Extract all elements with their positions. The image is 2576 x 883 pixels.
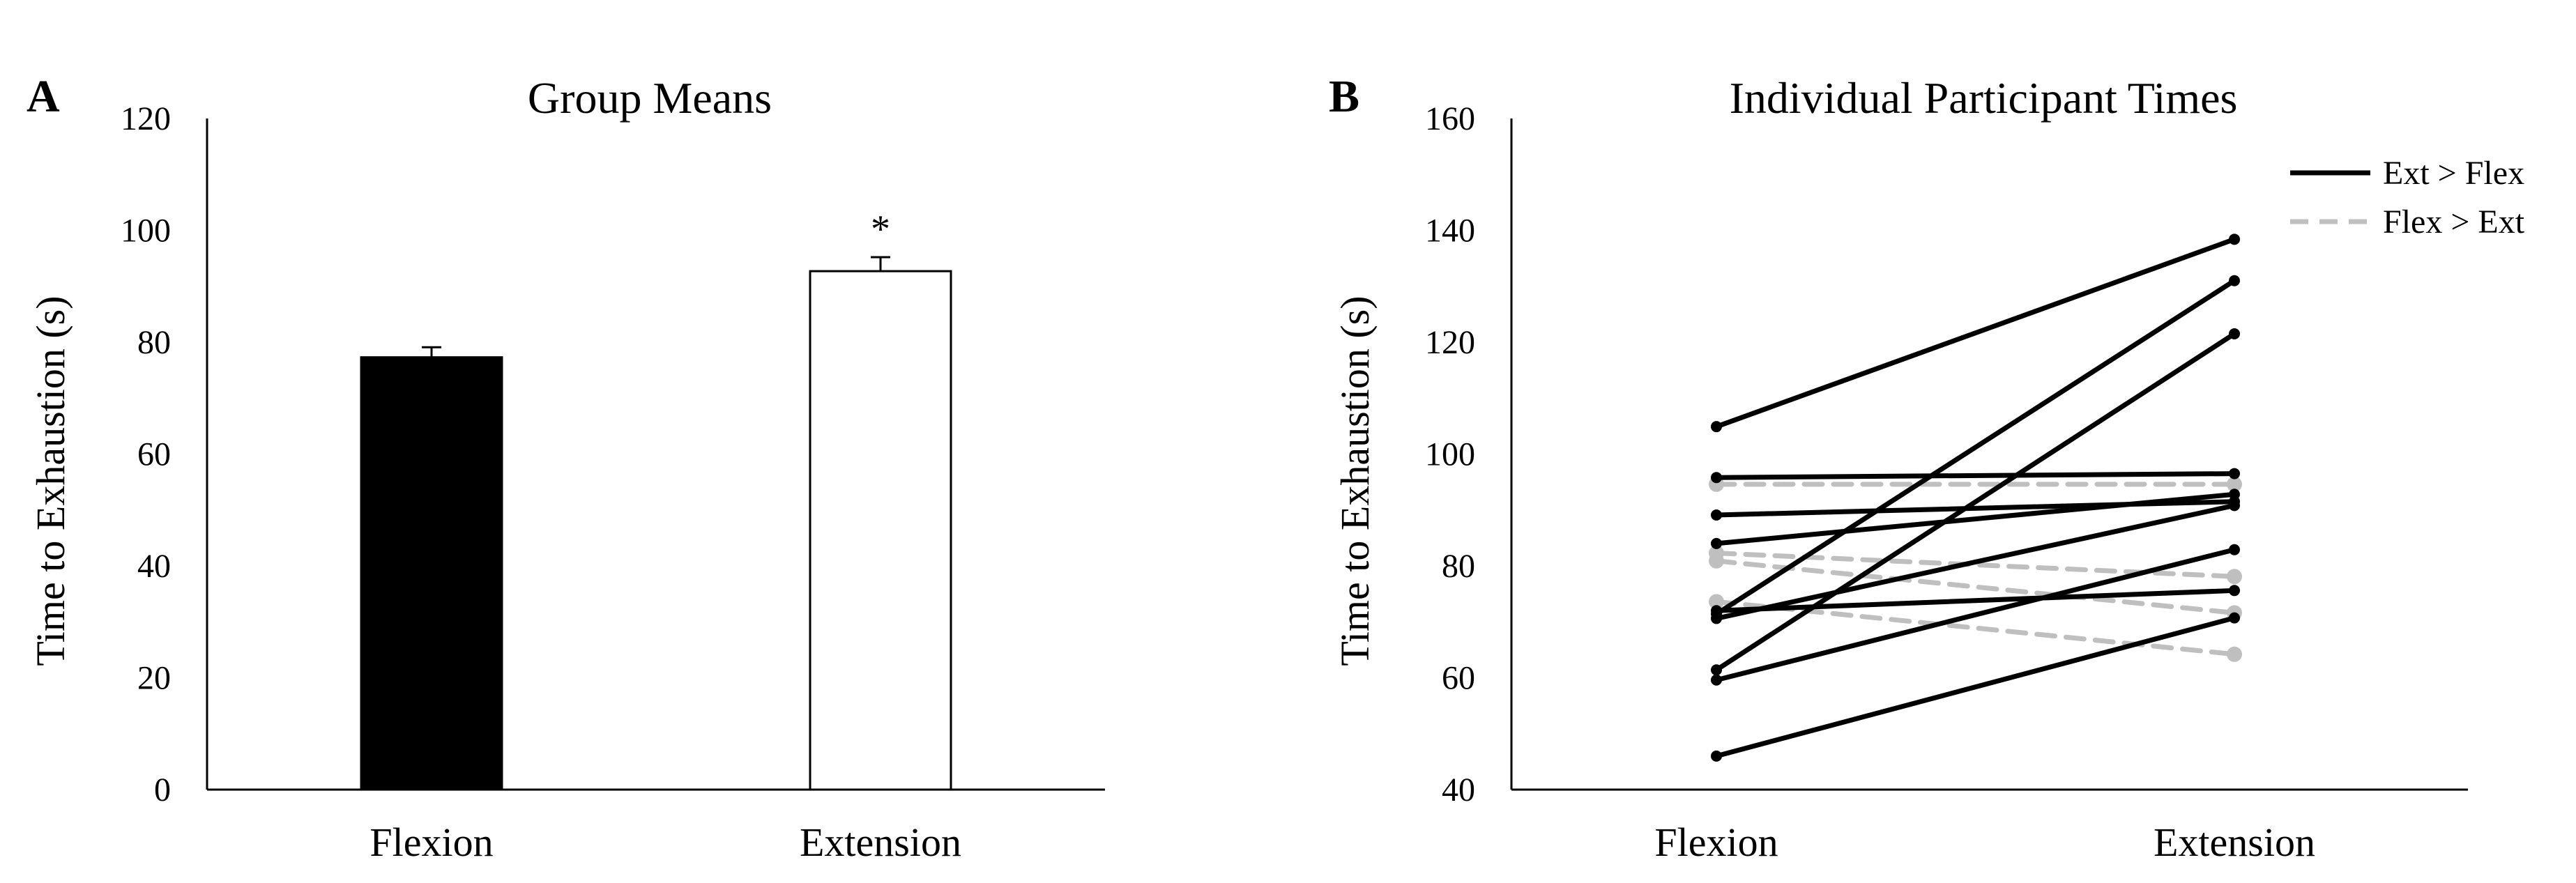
y-tick-label: 120 bbox=[121, 100, 171, 137]
data-point bbox=[1709, 553, 1724, 569]
y-axis-label-a: Time to Exhaustion (s) bbox=[28, 295, 73, 666]
x-category-label: Extension bbox=[800, 820, 961, 865]
error-bar bbox=[422, 346, 441, 358]
series-line bbox=[1714, 599, 2237, 657]
y-axis-label-b: Time to Exhaustion (s) bbox=[1332, 295, 1378, 666]
series-ext-gt-flex bbox=[1711, 544, 2240, 686]
data-point bbox=[1711, 605, 1722, 617]
panel-letter-a: A bbox=[26, 71, 60, 122]
bar-flexion bbox=[360, 356, 503, 791]
series-line bbox=[1714, 236, 2237, 429]
data-point bbox=[1711, 537, 1722, 549]
data-point bbox=[1711, 613, 1722, 624]
y-tick-label: 140 bbox=[1425, 213, 1475, 249]
y-tick-label: 160 bbox=[1425, 100, 1475, 137]
series-ext-gt-flex bbox=[1711, 500, 2240, 624]
data-point bbox=[2227, 569, 2242, 585]
y-tick-label: 100 bbox=[121, 213, 171, 249]
y-tick-label: 40 bbox=[137, 548, 171, 585]
data-point bbox=[2227, 646, 2242, 662]
legend-item: Ext > Flex bbox=[2290, 155, 2524, 192]
data-point bbox=[1711, 664, 1722, 676]
series-ext-gt-flex bbox=[1711, 585, 2240, 617]
series-line bbox=[1714, 331, 2237, 673]
bar-extension bbox=[809, 270, 952, 791]
error-bar bbox=[871, 256, 890, 272]
chart-title-a: Group Means bbox=[528, 73, 772, 123]
legend-label: Flex > Ext bbox=[2383, 204, 2525, 240]
bars-a: * bbox=[360, 208, 952, 791]
data-point bbox=[2229, 468, 2240, 479]
series-line bbox=[1714, 471, 2237, 480]
y-tick-label: 60 bbox=[137, 436, 171, 473]
data-point bbox=[2229, 500, 2240, 512]
data-point bbox=[2229, 328, 2240, 339]
y-ticks-a: 0 20 40 60 80 100 120 bbox=[121, 100, 171, 808]
y-tick-label: 0 bbox=[154, 771, 171, 808]
data-point bbox=[2229, 612, 2240, 624]
x-categories-b: Flexion Extension bbox=[1654, 820, 2315, 865]
panel-b: Individual Participant Times B Individua… bbox=[1329, 71, 2525, 865]
x-categories-a: Flexion Extension bbox=[369, 820, 961, 865]
data-point bbox=[1711, 674, 1722, 686]
data-point bbox=[1711, 509, 1722, 521]
series-line bbox=[1714, 491, 2237, 546]
y-tick-label: 20 bbox=[137, 660, 171, 697]
data-point bbox=[2229, 233, 2240, 245]
y-tick-label: 80 bbox=[1442, 548, 1475, 585]
series-line bbox=[1714, 547, 2237, 683]
legend-b: Ext > Flex Flex > Ext bbox=[2290, 155, 2525, 240]
series-ext-gt-flex bbox=[1711, 233, 2240, 433]
series-ext-gt-flex bbox=[1711, 468, 2240, 484]
series-lines-b bbox=[1709, 233, 2242, 762]
data-point bbox=[1711, 750, 1722, 762]
data-point bbox=[2229, 544, 2240, 555]
series-line bbox=[1714, 278, 2237, 617]
data-point bbox=[1711, 472, 1722, 484]
y-tick-label: 100 bbox=[1425, 436, 1475, 473]
series-line bbox=[1714, 558, 2237, 615]
y-ticks-b: 40 60 80 100 120 140 160 bbox=[1425, 100, 1475, 808]
series-flex-gt-ext bbox=[1709, 594, 2242, 662]
series-line bbox=[1714, 588, 2237, 613]
y-tick-label: 80 bbox=[137, 324, 171, 361]
x-category-label: Flexion bbox=[1654, 820, 1778, 865]
data-point bbox=[2229, 585, 2240, 597]
series-line bbox=[1714, 615, 2237, 759]
data-point bbox=[2229, 275, 2240, 286]
significance-marker: * bbox=[871, 208, 890, 251]
legend-item: Flex > Ext bbox=[2290, 204, 2525, 240]
legend-label: Ext > Flex bbox=[2383, 155, 2524, 192]
panel-letter-b-visible: B bbox=[1329, 71, 1359, 122]
y-tick-label: 120 bbox=[1425, 324, 1475, 361]
data-point bbox=[1711, 421, 1722, 433]
data-point bbox=[2227, 476, 2242, 492]
data-point bbox=[1709, 594, 1724, 610]
y-tick-label: 40 bbox=[1442, 771, 1475, 808]
series-ext-gt-flex bbox=[1711, 489, 2240, 549]
data-point bbox=[2229, 489, 2240, 500]
chart-title-b: Individual Participant Times bbox=[1730, 73, 2238, 123]
series-ext-gt-flex bbox=[1711, 328, 2240, 676]
series-ext-gt-flex bbox=[1711, 612, 2240, 762]
x-category-label: Flexion bbox=[369, 820, 493, 865]
y-tick-label: 60 bbox=[1442, 660, 1475, 697]
x-category-label: Extension bbox=[2154, 820, 2315, 865]
series-line bbox=[1714, 502, 2237, 621]
panel-a: A Group Means Time to Exhaustion (s) 0 20… bbox=[26, 71, 1105, 865]
